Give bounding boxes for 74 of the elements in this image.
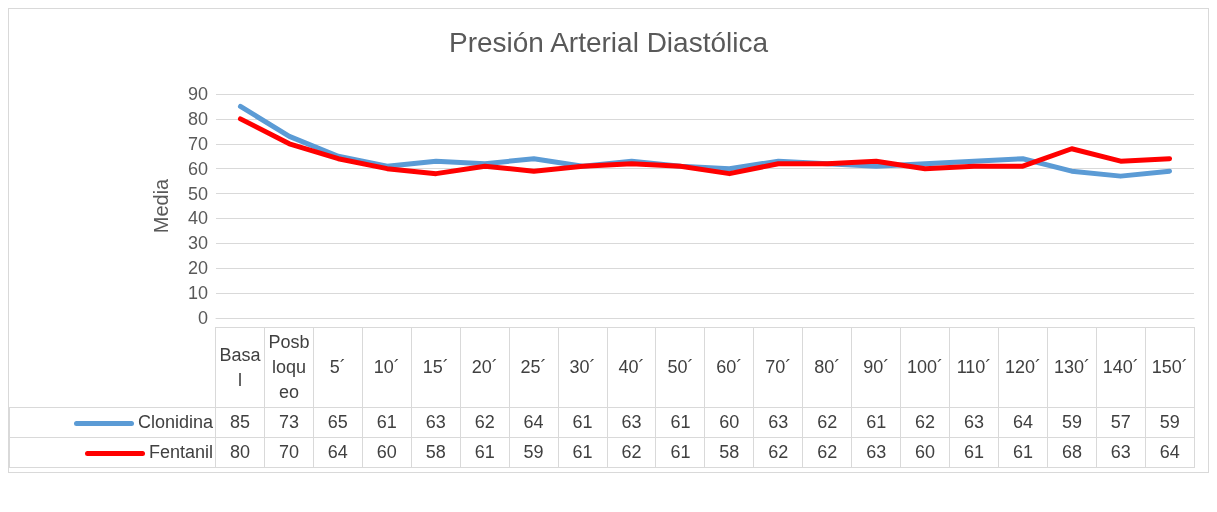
data-label: 58 bbox=[704, 437, 754, 468]
data-label: 61 bbox=[998, 437, 1048, 468]
data-label: 63 bbox=[1096, 437, 1146, 468]
data-label: 61 bbox=[460, 437, 510, 468]
data-label: 61 bbox=[655, 437, 705, 468]
data-label: 62 bbox=[900, 407, 950, 438]
data-label: 64 bbox=[1145, 437, 1195, 468]
y-axis-title: Media bbox=[150, 177, 172, 234]
y-tick-label: 90 bbox=[187, 84, 208, 104]
x-tick-label: 25´ bbox=[509, 327, 559, 408]
y-tick-label: 20 bbox=[187, 258, 208, 279]
x-tick-label: 60´ bbox=[704, 327, 754, 408]
chart-title: Presión Arterial Diastólica bbox=[448, 26, 769, 58]
y-tick-label: 30 bbox=[187, 233, 208, 254]
y-tick-label: 10 bbox=[187, 283, 208, 304]
data-label: 62 bbox=[802, 407, 852, 438]
data-label: 64 bbox=[313, 437, 363, 468]
data-label: 60 bbox=[362, 437, 412, 468]
data-label: 61 bbox=[949, 437, 999, 468]
x-tick-label: 10´ bbox=[362, 327, 412, 408]
x-tick-label: 130´ bbox=[1047, 327, 1097, 408]
legend-label: Fentanil bbox=[9, 437, 216, 468]
data-label: 63 bbox=[753, 407, 803, 438]
data-label: 62 bbox=[460, 407, 510, 438]
x-tick-label: 110´ bbox=[949, 327, 999, 408]
data-label: 63 bbox=[851, 437, 901, 468]
data-label: 64 bbox=[998, 407, 1048, 438]
data-label: 73 bbox=[264, 407, 314, 438]
data-label: 59 bbox=[1047, 407, 1097, 438]
x-tick-label: 70´ bbox=[753, 327, 803, 408]
y-tick-label: 50 bbox=[187, 183, 208, 204]
data-label: 80 bbox=[215, 437, 265, 468]
x-tick-label: 120´ bbox=[998, 327, 1048, 408]
x-tick-label: 20´ bbox=[460, 327, 510, 408]
data-label: 62 bbox=[753, 437, 803, 468]
y-tick-label: 0 bbox=[197, 308, 208, 328]
x-tick-label: 140´ bbox=[1096, 327, 1146, 408]
x-tick-label: 150´ bbox=[1145, 327, 1195, 408]
data-label: 62 bbox=[607, 437, 656, 468]
data-label: 60 bbox=[704, 407, 754, 438]
data-label: 63 bbox=[411, 407, 461, 438]
data-label: 59 bbox=[1145, 407, 1195, 438]
data-label: 68 bbox=[1047, 437, 1097, 468]
x-tick-label: 90´ bbox=[851, 327, 901, 408]
data-label: 61 bbox=[558, 407, 607, 438]
x-tick-label: 30´ bbox=[558, 327, 607, 408]
data-label: 61 bbox=[851, 407, 901, 438]
data-label: 58 bbox=[411, 437, 461, 468]
data-label: 63 bbox=[949, 407, 999, 438]
x-tick-label: Posbloqueo bbox=[264, 327, 314, 408]
data-label: 61 bbox=[558, 437, 607, 468]
data-label: 62 bbox=[802, 437, 852, 468]
data-label: 60 bbox=[900, 437, 950, 468]
data-label: 64 bbox=[509, 407, 559, 438]
legend-label: Clonidina bbox=[9, 407, 216, 438]
x-tick-label: 50´ bbox=[655, 327, 705, 408]
x-tick-label: 5´ bbox=[313, 327, 363, 408]
x-tick-label: 15´ bbox=[411, 327, 461, 408]
x-tick-label: 100´ bbox=[900, 327, 950, 408]
x-tick-label: 80´ bbox=[802, 327, 852, 408]
data-label: 59 bbox=[509, 437, 559, 468]
y-tick-label: 40 bbox=[187, 208, 208, 229]
x-tick-label: 40´ bbox=[607, 327, 656, 408]
y-tick-label: 80 bbox=[187, 108, 208, 129]
data-label: 57 bbox=[1096, 407, 1146, 438]
data-label: 65 bbox=[313, 407, 363, 438]
y-tick-label: 60 bbox=[187, 158, 208, 179]
x-tick-label: Basal bbox=[215, 327, 265, 408]
data-label: 61 bbox=[655, 407, 705, 438]
data-label: 70 bbox=[264, 437, 314, 468]
data-label: 85 bbox=[215, 407, 265, 438]
data-label: 61 bbox=[362, 407, 412, 438]
data-label: 63 bbox=[607, 407, 656, 438]
y-tick-label: 70 bbox=[187, 133, 208, 154]
